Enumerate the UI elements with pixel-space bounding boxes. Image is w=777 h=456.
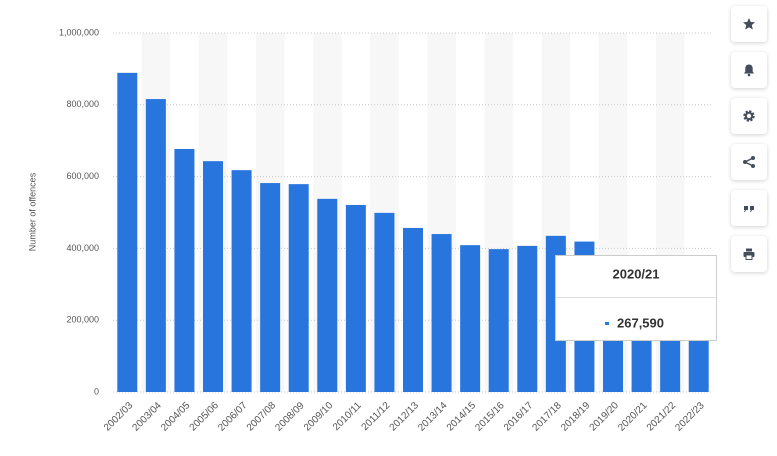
bar [117, 72, 138, 392]
chart: 0 200,000 400,000 600,000 800,000 1,000,000 2… [27, 27, 717, 434]
x-tick-label: 2015/16 [473, 400, 507, 434]
y-axis-label: Number of offences [27, 172, 37, 251]
favorite-button[interactable] [731, 6, 767, 42]
notification-button[interactable] [731, 52, 767, 88]
tooltip: 2020/21 267,590 [555, 255, 717, 341]
x-tick-label: 2022/23 [673, 400, 707, 434]
x-tick-label: 2013/14 [416, 400, 450, 434]
x-tick-label: 2004/05 [159, 400, 193, 434]
bar [345, 204, 366, 392]
bar [517, 245, 538, 392]
x-tick-label: 2020/21 [616, 400, 650, 434]
settings-button[interactable] [731, 98, 767, 134]
x-tick-label: 2007/08 [245, 400, 279, 434]
bar [460, 245, 481, 392]
x-tick-label: 2005/06 [188, 400, 222, 434]
x-tick-label: 2017/18 [531, 400, 565, 434]
x-tick-label: 2012/13 [388, 400, 422, 434]
bar [288, 184, 309, 392]
y-tick-label: 400,000 [66, 243, 99, 253]
y-tick-label: 0 [94, 386, 99, 396]
bar [145, 99, 166, 392]
bar [203, 161, 223, 392]
x-tick-label: 2002/03 [102, 400, 136, 434]
x-tick-label: 2010/11 [331, 400, 364, 433]
x-tick-label: 2021/22 [645, 400, 679, 434]
x-tick-label: 2018/19 [559, 400, 593, 434]
bar [260, 183, 281, 392]
bar [431, 234, 452, 392]
x-tick-label: 2011/12 [360, 400, 393, 433]
print-button[interactable] [731, 236, 767, 272]
x-tick-label: 2003/04 [131, 400, 165, 434]
tooltip-value: 267,590 [617, 315, 664, 330]
y-tick-label: 1,000,000 [59, 27, 99, 37]
bar [403, 227, 423, 392]
bar [174, 148, 195, 392]
bar [488, 249, 509, 392]
tooltip-title: 2020/21 [613, 266, 660, 281]
y-tick-label: 800,000 [66, 99, 99, 109]
tooltip-marker [605, 322, 609, 325]
bar [317, 198, 338, 392]
x-tick-label: 2014/15 [445, 400, 479, 434]
share-button[interactable] [731, 144, 767, 180]
bar [231, 170, 252, 392]
y-tick-label: 600,000 [66, 171, 99, 181]
x-tick-label: 2006/07 [216, 400, 250, 434]
x-tick-label: 2009/10 [302, 400, 336, 434]
cite-button[interactable] [731, 190, 767, 226]
y-tick-label: 200,000 [66, 315, 99, 325]
bar [374, 212, 395, 392]
x-tick-label: 2019/20 [588, 400, 622, 434]
x-tick-label: 2008/09 [273, 400, 307, 434]
x-tick-label: 2016/17 [502, 400, 536, 434]
